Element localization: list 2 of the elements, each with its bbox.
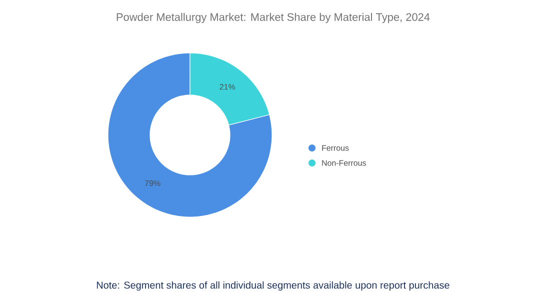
chart-title: Powder Metallurgy Market: Market Share by Material Type, 2024 bbox=[116, 12, 430, 24]
text: Note: Segment shares of all individual segments available upon report purchase bbox=[96, 281, 450, 291]
